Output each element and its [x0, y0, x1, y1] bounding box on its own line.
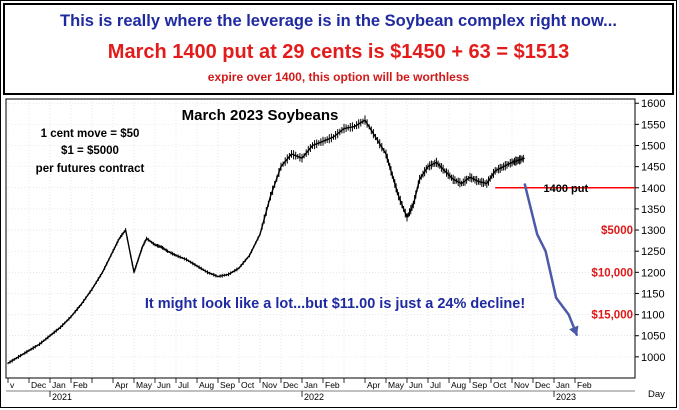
y-tick-label: 1100 — [641, 310, 665, 322]
month-label: May — [136, 380, 153, 390]
month-label: Dec — [535, 380, 551, 390]
price-series — [7, 115, 525, 365]
y-tick-label: 1050 — [641, 331, 665, 343]
y-tick-label: 1600 — [641, 98, 665, 110]
contract-note-line-3: per futures contract — [36, 163, 145, 175]
year-label: 2021 — [52, 392, 72, 402]
y-tick-label: 1500 — [641, 141, 665, 153]
price-chart: 1000 1050 1100 1150 1200 1250 1300 1350 1400 1450… — [5, 98, 665, 402]
month-label: Feb — [577, 380, 592, 390]
projection-line — [523, 183, 579, 337]
month-label: Jul — [430, 380, 441, 390]
month-label: Jul — [178, 380, 189, 390]
y-tick-label: 1450 — [641, 162, 665, 174]
month-label: Jun — [157, 380, 171, 390]
month-label: Sep — [220, 380, 235, 390]
year-label: 2022 — [304, 392, 324, 402]
dollar-level-label: $10,000 — [591, 267, 633, 279]
contract-note-line-2: $1 = $5000 — [61, 145, 119, 157]
y-tick-label: 1550 — [641, 119, 665, 131]
month-label: Feb — [325, 380, 340, 390]
y-tick-label: 1150 — [641, 288, 665, 300]
header-box: This is really where the leverage is in … — [3, 3, 674, 95]
y-tick-label: 1250 — [641, 246, 665, 258]
decline-callout: It might look like a lot...but $11.00 is… — [145, 296, 525, 312]
month-label: May — [388, 380, 405, 390]
month-label: Jan — [304, 380, 318, 390]
headline: This is really where the leverage is in … — [60, 12, 617, 30]
y-tick-label: 1300 — [641, 225, 665, 237]
month-label: Aug — [199, 380, 214, 390]
month-label: Feb — [73, 380, 88, 390]
month-label: Nov — [514, 380, 530, 390]
y-tick-label: 1350 — [641, 204, 665, 216]
year-label: 2023 — [556, 392, 576, 402]
month-label: v — [10, 380, 15, 390]
dollar-level-label: $15,000 — [591, 310, 633, 322]
month-label: Apr — [367, 380, 380, 390]
month-label: Jun — [409, 380, 423, 390]
month-label: Jan — [52, 380, 66, 390]
projection-arrowhead — [569, 325, 579, 336]
put-label: 1400 put — [544, 183, 589, 195]
month-label: Apr — [115, 380, 128, 390]
plot-border — [5, 98, 636, 379]
y-tick-label: 1000 — [641, 352, 665, 364]
month-label: Sep — [472, 380, 487, 390]
month-label: Jan — [556, 380, 570, 390]
month-label: Aug — [451, 380, 466, 390]
contract-note-line-1: 1 cent move = $50 — [41, 128, 140, 140]
chart-title: March 2023 Soybeans — [182, 107, 339, 124]
expiry-note: expire over 1400, this option will be wo… — [207, 70, 470, 84]
month-label: Dec — [31, 380, 47, 390]
annotations: 1400 put $5000 $10,000 $15,000 — [495, 183, 635, 337]
y-tick-label: 1400 — [641, 183, 665, 195]
y-axis: 1000 1050 1100 1150 1200 1250 1300 1350 1400 1450… — [635, 98, 665, 364]
month-label: Oct — [493, 380, 507, 390]
x-axis-unit-label: Day — [648, 389, 665, 400]
month-label: Dec — [283, 380, 299, 390]
x-axis: v Dec Jan Feb Apr May Jun Jul Aug Sep Oct Nov Dec Jan… — [6, 378, 635, 402]
dollar-level-label: $5000 — [601, 225, 633, 237]
put-calculation: March 1400 put at 29 cents is $1450 + 63… — [107, 41, 570, 63]
y-tick-label: 1200 — [641, 267, 665, 279]
month-label: Nov — [262, 380, 278, 390]
month-label: Oct — [241, 380, 255, 390]
